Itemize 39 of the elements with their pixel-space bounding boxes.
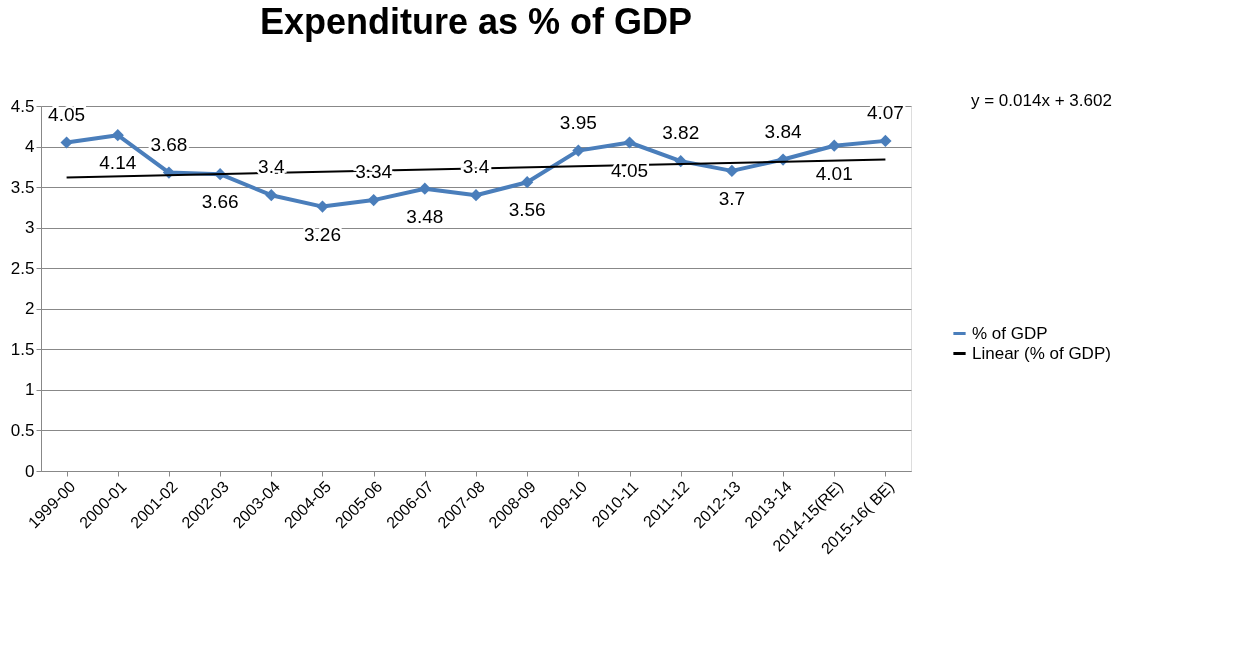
y-tick-label: 3.5 — [10, 177, 35, 197]
point — [418, 182, 431, 195]
y-tick-label: 1.5 — [10, 339, 35, 359]
text: y = 0.014x + 3.602 — [971, 91, 1112, 110]
data-label: 3.48 — [406, 205, 444, 227]
data-label: 3.68 — [150, 133, 188, 155]
legend-label: Linear (% of GDP) — [972, 343, 1111, 363]
point — [469, 189, 483, 202]
point — [572, 144, 585, 157]
y-tick-label: 1 — [25, 380, 35, 400]
point — [521, 176, 534, 189]
data-label: 3.56 — [508, 199, 546, 221]
point — [265, 189, 278, 202]
legend-label: % of GDP — [972, 323, 1048, 343]
data-label: 3.84 — [764, 120, 802, 142]
data-label: 3.82 — [662, 122, 700, 144]
chart-title: Expenditure as % of GDP — [259, 1, 693, 42]
data-label: 3.66 — [201, 191, 239, 213]
point — [623, 136, 636, 149]
point — [367, 193, 380, 207]
data-label: 4.05 — [48, 103, 86, 125]
y-tick-label: 2.5 — [10, 258, 35, 278]
point — [725, 164, 739, 178]
point — [316, 200, 329, 213]
y-tick-label: 0.5 — [10, 420, 35, 440]
y-tick-label: 4.5 — [10, 96, 35, 116]
data-label: 4.07 — [866, 101, 904, 123]
data-label: 4.01 — [815, 162, 853, 184]
y-tick-label: 2 — [25, 299, 35, 319]
y-tick-label: 4 — [25, 137, 35, 157]
point — [879, 134, 892, 147]
data-label: 3.4 — [258, 156, 285, 178]
data-label: 4.14 — [99, 152, 137, 174]
data-label: 3.7 — [718, 187, 746, 209]
y-tick-label: 3 — [25, 218, 35, 238]
data-label: 3.95 — [559, 111, 597, 133]
point — [60, 136, 73, 149]
y-tick-label: 0 — [25, 461, 35, 481]
data-label: 3.26 — [303, 223, 341, 245]
